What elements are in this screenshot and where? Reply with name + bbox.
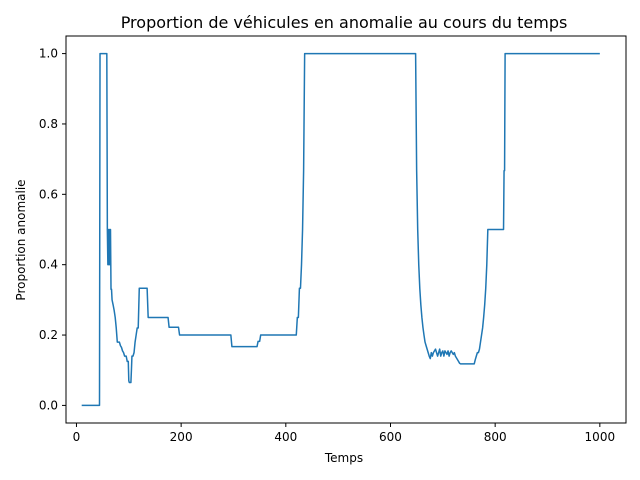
x-axis-title: Temps	[324, 451, 363, 465]
y-axis-title: Proportion anomalie	[14, 179, 28, 300]
x-tick-label: 400	[274, 430, 297, 444]
plot-frame	[65, 35, 627, 424]
x-tick-label: 0	[73, 430, 81, 444]
y-tick-label: 0.2	[39, 328, 58, 342]
x-tick-label: 800	[484, 430, 507, 444]
x-axis: 0 200 400 600 800 1000	[73, 423, 615, 444]
x-tick-label: 1000	[585, 430, 616, 444]
chart-title: Proportion de véhicules en anomalie au c…	[121, 13, 568, 32]
y-axis: 0.0 0.2 0.4 0.6 0.8 1.0	[39, 47, 66, 412]
y-tick-label: 0.8	[39, 117, 58, 131]
y-tick-label: 0.0	[39, 398, 58, 412]
y-tick-label: 1.0	[39, 47, 58, 61]
x-tick-label: 200	[170, 430, 193, 444]
y-tick-label: 0.4	[39, 258, 58, 272]
y-tick-label: 0.6	[39, 187, 58, 201]
plot-area	[81, 52, 600, 407]
x-tick-label: 600	[379, 430, 402, 444]
series-line	[81, 52, 600, 407]
